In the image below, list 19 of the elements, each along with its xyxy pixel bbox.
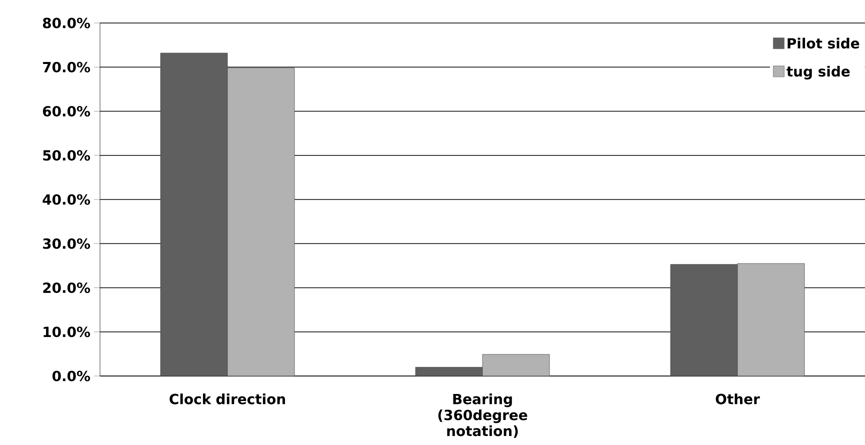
y-tick-label: 60.0%: [42, 106, 90, 117]
y-tick-label: 30.0%: [43, 238, 90, 249]
bar: [160, 52, 228, 376]
x-tick-label: Clock direction: [170, 394, 285, 404]
y-tick-label: 10.0%: [44, 326, 90, 338]
y-tick-label: 20.0%: [43, 282, 90, 294]
bar: [227, 68, 295, 376]
legend-label: Pilot side: [788, 38, 860, 49]
y-tick-label: 80.0%: [42, 18, 90, 28]
bar: [482, 354, 550, 376]
y-tick-label: 50.0%: [43, 150, 90, 161]
x-tick-label: Bearing (360degree notation): [438, 394, 528, 438]
bar: [737, 263, 805, 376]
y-tick-label: 70.0%: [43, 62, 90, 72]
y-tick-label: 40.0%: [42, 194, 90, 205]
x-tick-label: Other: [716, 394, 760, 404]
y-tick-label: 0.0%: [52, 370, 90, 382]
legend-label: tug side: [786, 66, 850, 80]
bar: [670, 264, 738, 376]
